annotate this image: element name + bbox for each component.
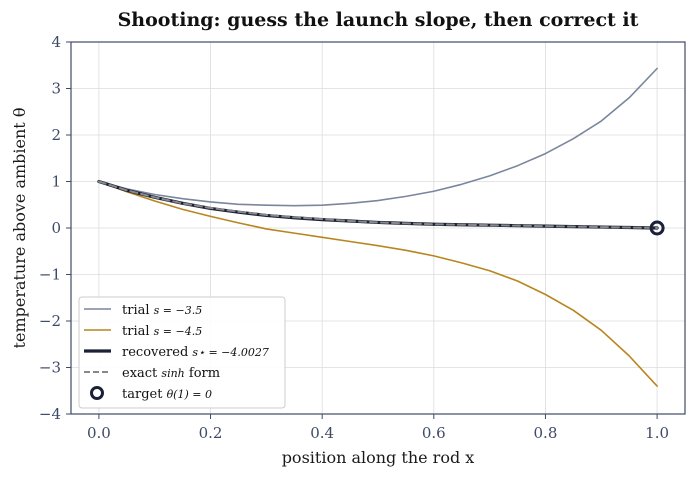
legend-marker <box>90 386 104 400</box>
legend-label-math: θ(1) = 0 <box>167 388 212 401</box>
series-line <box>97 179 659 230</box>
y-tick-label: −4 <box>39 405 61 423</box>
legend-label: trial s = −4.5 <box>122 324 202 339</box>
legend-label-text: exact <box>122 366 161 381</box>
legend-label-text: recovered <box>122 345 192 360</box>
y-tick-label: 2 <box>51 126 61 144</box>
legend-box <box>78 296 286 409</box>
legend-label: target θ(1) = 0 <box>122 387 212 402</box>
legend-label-math: s⋆ = −4.0027 <box>192 346 268 359</box>
x-tick-label: 0.0 <box>87 424 111 442</box>
x-tick-label: 0.6 <box>422 424 446 442</box>
x-tick-label: 0.8 <box>534 424 558 442</box>
x-tick-label: 0.4 <box>310 424 334 442</box>
legend-label: trial s = −3.5 <box>122 303 202 318</box>
legend-label-math: s = −4.5 <box>154 325 203 338</box>
tick-layer: 0.0 0.2 0.4 0.6 0.8 1.0 −4 −3 −2 −1 0 1 2 3 4 <box>39 33 669 442</box>
x-tick-label: 1.0 <box>645 424 669 442</box>
legend-label: exact sinh form <box>122 366 220 381</box>
y-tick-label: 0 <box>51 219 61 237</box>
series-line <box>98 180 658 387</box>
y-tick-label: −2 <box>39 312 61 330</box>
legend-label-math: s = −3.5 <box>154 304 203 317</box>
x-axis-label: position along the rod x <box>282 448 475 467</box>
chart-title: Shooting: guess the launch slope, then c… <box>118 9 639 31</box>
y-tick-label: 3 <box>51 80 61 98</box>
y-tick-label: 1 <box>51 173 61 191</box>
x-tick-label: 0.2 <box>199 424 223 442</box>
legend-label-suffix: form <box>185 366 220 381</box>
y-tick-label: −1 <box>39 266 61 284</box>
series-line <box>97 180 659 229</box>
legend-label: recovered s⋆ = −4.0027 <box>122 345 269 360</box>
legend-label-text: trial <box>122 303 154 318</box>
series-line <box>98 67 658 207</box>
y-tick-label: −3 <box>39 359 61 377</box>
y-tick-label: 4 <box>51 33 61 51</box>
legend-label-text: target <box>122 387 167 402</box>
y-axis-label: temperature above ambient θ <box>10 108 29 349</box>
legend-label-math: sinh <box>161 367 184 380</box>
series-layer <box>97 67 659 387</box>
marker-layer <box>649 220 665 236</box>
target-marker <box>649 220 665 236</box>
legend-label-text: trial <box>122 324 154 339</box>
